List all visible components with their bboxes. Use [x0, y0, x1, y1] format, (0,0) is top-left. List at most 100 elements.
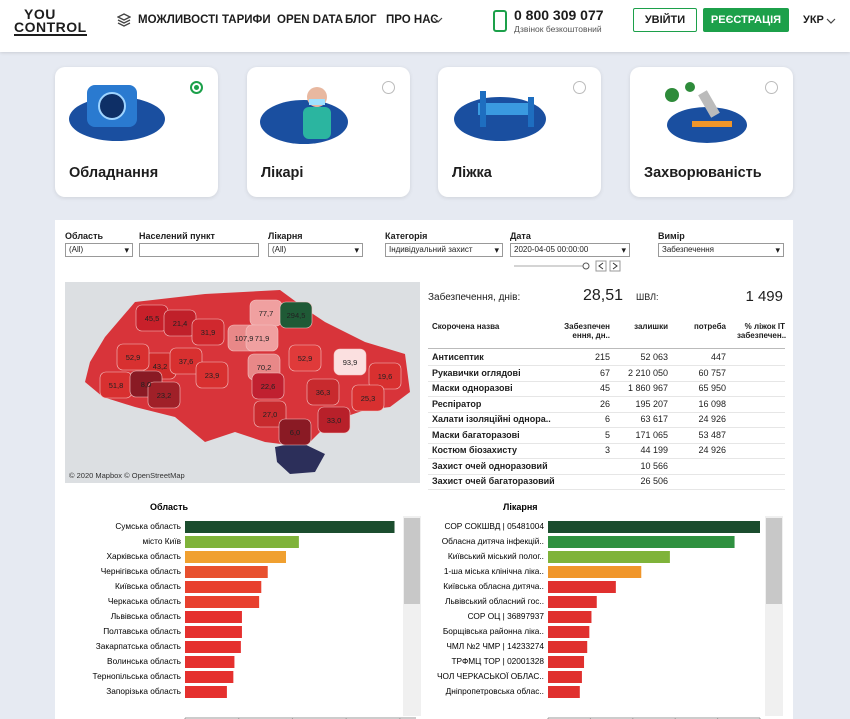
category-card[interactable]: Обладнання — [55, 67, 218, 197]
filter-input[interactable]: 2020-04-05 00:00:00 — [510, 243, 630, 257]
table-cell: 52 063 — [640, 352, 668, 362]
map-region — [306, 378, 340, 406]
doctor-icon — [260, 87, 348, 144]
category-label: ЧМЛ №2 ЧМР | 14233274 — [446, 641, 544, 651]
table-cell: 215 — [594, 352, 610, 362]
nav-item[interactable]: БЛОГ — [345, 14, 377, 26]
table-cell: Костюм біозахисту — [432, 445, 517, 455]
category-card[interactable]: Лікарі — [247, 67, 410, 197]
radio[interactable] — [382, 81, 395, 94]
radio[interactable] — [190, 81, 203, 94]
category-label: ЧОЛ ЧЕРКАСЬКОЇ ОБЛАС.. — [437, 671, 544, 681]
map-region — [317, 406, 351, 434]
phone-icon — [493, 10, 507, 32]
bar — [548, 566, 642, 578]
filter-input[interactable]: (All) — [268, 243, 363, 257]
scroll-thumb — [766, 518, 782, 604]
bar — [185, 536, 299, 548]
filter-input[interactable]: Забезпечення — [658, 243, 784, 257]
bar — [548, 671, 582, 683]
bar — [185, 656, 235, 668]
table-cell: 26 506 — [640, 476, 668, 486]
map-region — [279, 301, 313, 329]
radio[interactable] — [765, 81, 778, 94]
category-label: Київська область — [115, 581, 181, 591]
bar — [548, 551, 670, 563]
nav-item[interactable]: ПРО НАС — [386, 14, 439, 26]
filter-label: Населений пункт — [139, 231, 215, 241]
category-label: Сумська область — [115, 521, 181, 531]
row-rule — [428, 365, 785, 366]
map: © 2020 Mapbox © OpenStreetMap 45,5 21,4 31… — [65, 282, 420, 483]
bar — [548, 641, 588, 653]
nav-item[interactable]: OPEN DATA — [277, 14, 344, 26]
chart-title: Лікарня — [503, 502, 538, 512]
table-cell: 45 — [599, 383, 610, 393]
category-label: СОР СОКШВД | 05481004 — [445, 521, 545, 531]
date-slider[interactable] — [512, 260, 630, 272]
filter-label: Лікарня — [268, 231, 303, 241]
table-cell: 24 926 — [698, 414, 726, 424]
bar — [185, 551, 286, 563]
map-region-label: 51,8 — [109, 381, 124, 390]
table-cell: 53 487 — [698, 429, 726, 440]
row-rule — [428, 489, 785, 490]
header-rule — [428, 348, 785, 349]
card-label: Лікарі — [261, 165, 304, 181]
table-cell: Захист очей багаторазовий — [432, 476, 555, 486]
category-label: місто Київ — [142, 536, 181, 546]
category-label: Волинська область — [107, 656, 181, 666]
map-region-label: 37,6 — [179, 357, 194, 366]
map-region-label: 6,0 — [290, 428, 300, 437]
filter-input[interactable] — [139, 243, 259, 257]
bar — [185, 626, 242, 638]
map-region-label: 294,5 — [287, 311, 306, 320]
map-region-label: 45,5 — [145, 314, 160, 323]
filter-value: (All) — [69, 245, 84, 254]
radio[interactable] — [573, 81, 586, 94]
register-button[interactable]: РЕЄСТРАЦІЯ — [703, 8, 789, 32]
logo-bottom: CONTROL — [14, 19, 87, 36]
bar — [185, 641, 241, 653]
map-region — [245, 324, 279, 352]
category-label: Обласна дитяча інфекцій.. — [442, 536, 544, 546]
map-region-label: 107,9 — [235, 334, 254, 343]
nav-item[interactable]: ТАРИФИ — [222, 14, 271, 26]
map-region — [116, 343, 150, 371]
phone[interactable]: 0 800 309 077 — [514, 7, 604, 23]
category-label: Львівська область — [111, 611, 181, 621]
category-label: Тернопільська область — [93, 671, 181, 681]
table-cell: 44 199 — [640, 445, 668, 455]
bar — [185, 521, 395, 533]
category-label: Запорізька область — [106, 686, 181, 696]
table-cell: Респіратор — [432, 398, 482, 409]
table-cell: 26 — [599, 398, 610, 409]
login-button[interactable]: УВІЙТИ — [633, 8, 697, 32]
map-region-label: 43,2 — [153, 362, 168, 371]
table-cell: Захист очей одноразовий — [432, 460, 548, 471]
table-cell: 6 — [604, 414, 610, 424]
nav-item[interactable]: МОЖЛИВОСТІ — [138, 14, 219, 26]
filter-value: Забезпечення — [662, 245, 715, 254]
stack-icon — [117, 13, 131, 27]
category-card[interactable]: Захворюваність — [630, 67, 793, 197]
table-cell: 3 — [604, 445, 610, 455]
chevron — [433, 17, 443, 23]
category-label: 1-ша міська клінічна ліка.. — [444, 566, 544, 576]
vent-label: ШВЛ: — [636, 292, 659, 302]
language[interactable]: УКР — [803, 14, 824, 26]
category-label: Закарпатська область — [96, 641, 181, 651]
filter-input[interactable]: Індивідуальний захист — [385, 243, 503, 257]
category-card[interactable]: Ліжка — [438, 67, 601, 197]
map-region-label: 8,0 — [141, 380, 151, 389]
row-rule — [428, 427, 785, 428]
bar — [185, 596, 260, 608]
table-cell: 65 950 — [698, 383, 726, 393]
column-header: залишки — [634, 322, 668, 331]
card-label: Обладнання — [69, 165, 159, 181]
row-rule — [428, 411, 785, 413]
table-cell: 60 757 — [698, 367, 726, 378]
filter-input[interactable]: (All) — [65, 243, 133, 257]
bed-icon — [454, 91, 546, 141]
